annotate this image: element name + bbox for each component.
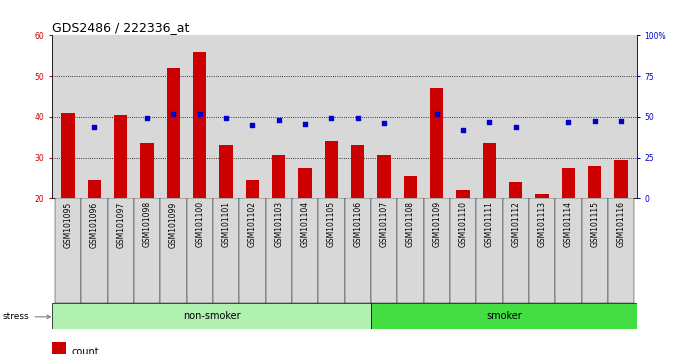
Point [194, 111, 205, 116]
Point [563, 119, 574, 125]
Text: GSM101105: GSM101105 [327, 201, 336, 247]
Bar [107, 198, 134, 303]
Bar [371, 198, 397, 303]
Text: stress: stress [3, 312, 50, 321]
Point [278, 249, 289, 254]
Bar [246, 180, 259, 198]
Bar [430, 88, 443, 198]
Bar [272, 155, 285, 198]
Bar [588, 166, 601, 198]
Bar [160, 198, 187, 303]
Text: GSM101115: GSM101115 [590, 201, 599, 247]
Text: GSM101095: GSM101095 [63, 201, 72, 247]
Bar [318, 198, 345, 303]
Bar [615, 160, 628, 198]
Point [379, 120, 390, 126]
Text: GSM101110: GSM101110 [459, 201, 468, 247]
Text: GSM101107: GSM101107 [379, 201, 388, 247]
Point [510, 124, 521, 130]
Bar [562, 168, 575, 198]
Bar [52, 303, 371, 329]
Bar [582, 198, 608, 303]
Bar [88, 180, 101, 198]
Text: GSM101109: GSM101109 [432, 201, 441, 247]
Text: GSM101116: GSM101116 [617, 201, 626, 247]
Bar [265, 198, 292, 303]
Bar [114, 115, 127, 198]
Bar [345, 198, 371, 303]
Bar [299, 168, 312, 198]
Bar [81, 198, 107, 303]
Bar [377, 155, 390, 198]
Bar [483, 143, 496, 198]
Bar [424, 198, 450, 303]
Bar [450, 198, 476, 303]
Point [247, 122, 258, 128]
Bar [219, 145, 232, 198]
Text: GSM101097: GSM101097 [116, 201, 125, 247]
Point [273, 117, 284, 123]
Text: GSM101099: GSM101099 [169, 201, 178, 247]
Point [326, 116, 337, 121]
Point [431, 111, 442, 116]
Bar [351, 145, 364, 198]
Bar [371, 303, 637, 329]
Text: GSM101106: GSM101106 [353, 201, 362, 247]
Text: GSM101113: GSM101113 [537, 201, 546, 247]
Bar [55, 198, 81, 303]
Bar [213, 198, 239, 303]
Text: GDS2486 / 222336_at: GDS2486 / 222336_at [52, 21, 189, 34]
Bar [167, 68, 180, 198]
Point [299, 121, 310, 127]
Bar [292, 198, 318, 303]
Text: smoker: smoker [486, 311, 522, 321]
Text: GSM101104: GSM101104 [301, 201, 310, 247]
Bar [608, 198, 634, 303]
Bar [61, 113, 74, 198]
Bar [535, 194, 548, 198]
Text: non-smoker: non-smoker [183, 311, 240, 321]
Bar [193, 52, 206, 198]
Text: GSM101098: GSM101098 [143, 201, 152, 247]
Bar [397, 198, 424, 303]
Bar [141, 143, 154, 198]
Bar [404, 176, 417, 198]
Text: GSM101108: GSM101108 [406, 201, 415, 247]
Bar [503, 198, 529, 303]
Text: GSM101100: GSM101100 [195, 201, 204, 247]
Text: count: count [72, 347, 99, 354]
Bar [52, 342, 66, 354]
Point [89, 124, 100, 130]
Bar [134, 198, 160, 303]
Point [141, 116, 152, 121]
Bar [239, 198, 265, 303]
Bar [509, 182, 522, 198]
Point [589, 118, 600, 124]
Point [221, 116, 232, 121]
Text: GSM101102: GSM101102 [248, 201, 257, 247]
Text: GSM101096: GSM101096 [90, 201, 99, 247]
Text: GSM101112: GSM101112 [511, 201, 520, 247]
Bar [187, 198, 213, 303]
Bar [529, 198, 555, 303]
Text: GSM101103: GSM101103 [274, 201, 283, 247]
Bar [457, 190, 470, 198]
Bar [476, 198, 503, 303]
Point [615, 118, 626, 124]
Bar [325, 141, 338, 198]
Point [457, 127, 468, 133]
Point [168, 111, 179, 116]
Text: GSM101111: GSM101111 [485, 201, 494, 247]
Text: GSM101101: GSM101101 [221, 201, 230, 247]
Point [484, 119, 495, 125]
Point [352, 116, 363, 121]
Text: GSM101114: GSM101114 [564, 201, 573, 247]
Bar [555, 198, 582, 303]
